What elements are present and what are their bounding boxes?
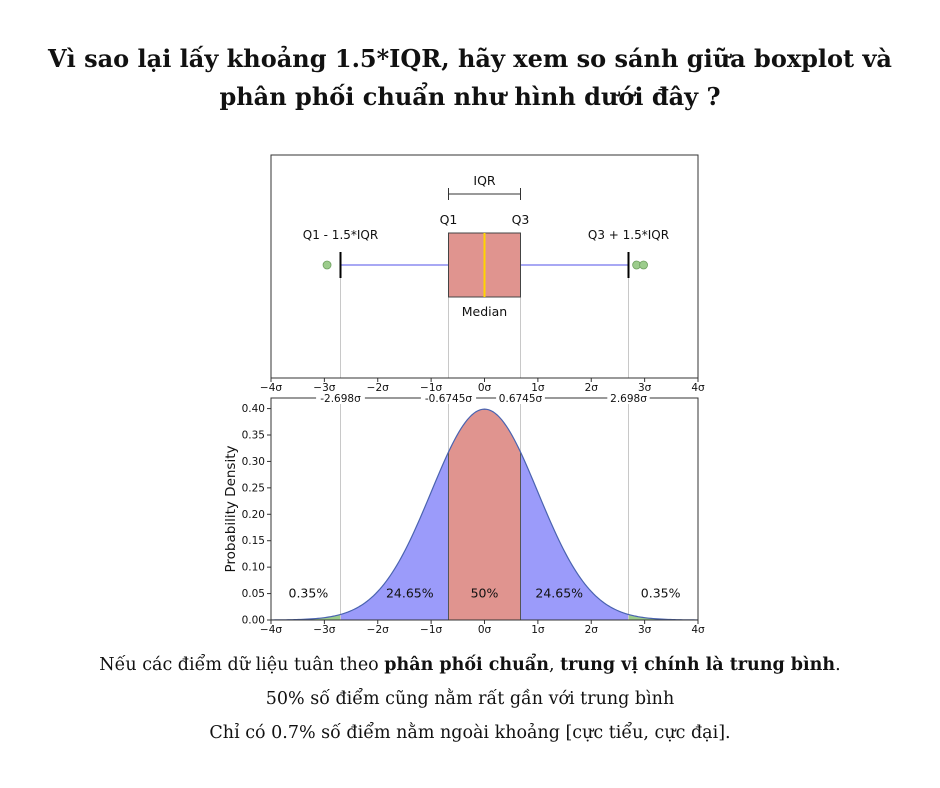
- box-x-tick-label: 2σ: [585, 382, 599, 394]
- region-percent-label: 50%: [471, 586, 499, 601]
- box-x-tick-label: 0σ: [478, 382, 492, 394]
- density-y-tick-label: 0.05: [242, 588, 265, 600]
- caption-bold-normal: phân phối chuẩn: [384, 655, 549, 675]
- density-region: [271, 614, 341, 620]
- caption: Nếu các điểm dữ liệu tuân theo phân phối…: [0, 648, 940, 750]
- density-y-tick-label: 0.30: [242, 456, 265, 468]
- title-line-2: phân phối chuẩn như hình dưới đây ?: [219, 82, 721, 111]
- caption-line-2: 50% số điểm cũng nằm rất gần với trung b…: [265, 689, 675, 709]
- q3-label: Q3: [512, 212, 530, 227]
- density-region: [520, 452, 629, 620]
- density-region: [448, 409, 521, 620]
- boundary-label: 0.6745σ: [499, 393, 543, 405]
- iqr-label: IQR: [473, 173, 496, 188]
- boundary-label-bg: [316, 391, 365, 404]
- caption-bold-median: trung vị chính là trung bình: [560, 655, 836, 675]
- density-region: [340, 452, 449, 620]
- outlier-point: [639, 260, 648, 270]
- density-y-tick-label: 0.20: [242, 509, 265, 521]
- box-x-tick-label: −2σ: [367, 382, 389, 394]
- density-x-tick-label: 1σ: [531, 624, 545, 636]
- boundary-label-bg: [607, 391, 650, 404]
- caption-text-1e: .: [835, 655, 841, 675]
- page-title: Vì sao lại lấy khoảng 1.5*IQR, hãy xem s…: [0, 40, 940, 116]
- density-x-tick-label: 3σ: [638, 624, 652, 636]
- boxplot-vs-normal-figure: IQR Q1 Q3 Q1 - 1.5*IQR Q3 + 1.5*IQR Median −4σ…: [223, 154, 705, 636]
- lower-fence-label: Q1 - 1.5*IQR: [303, 228, 378, 242]
- title-line-1: Vì sao lại lấy khoảng 1.5*IQR, hãy xem s…: [48, 44, 892, 73]
- density-x-tick-label: −4σ: [260, 624, 282, 636]
- boundary-label-bg: [420, 391, 477, 404]
- upper-fence-label: Q3 + 1.5*IQR: [588, 228, 669, 242]
- outlier-point: [322, 260, 332, 270]
- boundary-label: 2.698σ: [610, 393, 647, 405]
- density-y-axis-label: Probability Density: [223, 446, 239, 573]
- region-percent-label: 24.65%: [386, 586, 434, 601]
- density-y-tick-label: 0.40: [242, 403, 265, 415]
- density-region: [628, 614, 698, 620]
- caption-text-1a: Nếu các điểm dữ liệu tuân theo: [99, 655, 385, 675]
- region-percent-label: 0.35%: [641, 586, 681, 601]
- density-y-tick-label: 0.25: [242, 482, 265, 494]
- region-percent-label: 24.65%: [535, 586, 583, 601]
- boundary-label-bg: [496, 391, 545, 404]
- region-percent-label: 0.35%: [289, 586, 329, 601]
- caption-line-3: Chỉ có 0.7% số điểm nằm ngoài khoảng [cự…: [209, 723, 731, 743]
- density-y-tick-label: 0.35: [242, 430, 265, 442]
- boundary-label: -2.698σ: [320, 393, 361, 405]
- normal-distribution-panel: -2.698σ -0.6745σ 0.6745σ 2.698σ 0.35% 24.65% 5…: [223, 391, 705, 636]
- density-y-tick-label: 0.10: [242, 562, 265, 574]
- median-label: Median: [462, 304, 507, 319]
- box-x-tick-label: −4σ: [260, 382, 282, 394]
- q1-label: Q1: [440, 212, 458, 227]
- density-x-tick-label: 2σ: [585, 624, 599, 636]
- boundary-label: -0.6745σ: [425, 393, 473, 405]
- boxplot-panel: IQR Q1 Q3 Q1 - 1.5*IQR Q3 + 1.5*IQR Median −4σ…: [260, 154, 705, 394]
- density-x-tick-label: −3σ: [313, 624, 335, 636]
- caption-text-1c: ,: [548, 655, 561, 675]
- caption-line-1: Nếu các điểm dữ liệu tuân theo phân phối…: [0, 648, 940, 682]
- density-x-tick-label: −1σ: [420, 624, 442, 636]
- density-x-tick-label: −2σ: [367, 624, 389, 636]
- box-x-tick-label: 4σ: [691, 382, 705, 394]
- density-y-tick-label: 0.00: [242, 615, 265, 627]
- density-y-tick-label: 0.15: [242, 535, 265, 547]
- density-x-tick-label: 4σ: [691, 624, 705, 636]
- density-x-tick-label: 0σ: [478, 624, 492, 636]
- density-curve: [270, 408, 699, 621]
